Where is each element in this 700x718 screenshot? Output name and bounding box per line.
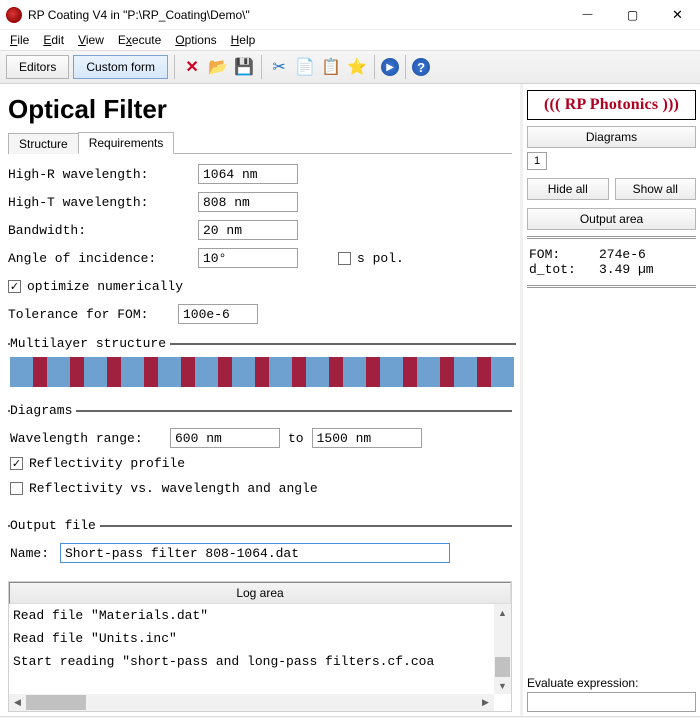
- optimize-checkbox[interactable]: ✓: [8, 280, 21, 293]
- fom-key: FOM:: [529, 247, 599, 262]
- dtot-key: d_tot:: [529, 262, 599, 277]
- menu-file[interactable]: File: [4, 31, 35, 49]
- custom-form-button[interactable]: Custom form: [73, 55, 168, 79]
- menu-execute[interactable]: Execute: [112, 31, 167, 49]
- output-area: FOM:274e-6 d_tot:3.49 µm: [527, 236, 696, 288]
- high-r-input[interactable]: [198, 164, 298, 184]
- range-to-label: to: [288, 431, 304, 446]
- log-scrollbar-v[interactable]: ▲ ▼: [494, 604, 511, 694]
- multilayer-stripes: [10, 357, 514, 387]
- multilayer-legend: Multilayer structure: [10, 336, 170, 351]
- menu-view[interactable]: View: [72, 31, 110, 49]
- high-r-label: High-R wavelength:: [8, 167, 198, 182]
- help-icon[interactable]: ?: [412, 58, 430, 76]
- favorite-icon[interactable]: ⭐: [346, 56, 368, 78]
- tab-structure[interactable]: Structure: [8, 133, 79, 154]
- open-icon[interactable]: 📂: [207, 56, 229, 78]
- output-name-label: Name:: [10, 546, 60, 561]
- range-from-input[interactable]: [170, 428, 280, 448]
- output-file-group: Output file Name:: [8, 518, 512, 571]
- run-icon[interactable]: ▶: [381, 58, 399, 76]
- cut-icon[interactable]: ✂: [268, 56, 290, 78]
- tab-bar: Structure Requirements: [8, 131, 512, 154]
- diagrams-group: Diagrams Wavelength range: to ✓ Reflecti…: [8, 403, 512, 506]
- aoi-input[interactable]: [198, 248, 298, 268]
- log-line-1: Read file "Materials.dat": [13, 608, 507, 623]
- aoi-label: Angle of incidence:: [8, 251, 198, 266]
- bandwidth-input[interactable]: [198, 220, 298, 240]
- rp-photonics-logo: ((( RP Photonics ))): [527, 90, 696, 120]
- maximize-button[interactable]: ▢: [610, 0, 655, 30]
- scroll-right-icon[interactable]: ▶: [477, 694, 494, 711]
- fom-value: 274e-6: [599, 247, 646, 262]
- page-title: Optical Filter: [8, 94, 512, 125]
- menu-bar: File Edit View Execute Options Help: [0, 30, 700, 50]
- title-bar: RP Coating V4 in "P:\RP_Coating\Demo\" —…: [0, 0, 700, 30]
- show-all-button[interactable]: Show all: [615, 178, 697, 200]
- save-icon[interactable]: 💾: [233, 56, 255, 78]
- scroll-down-icon[interactable]: ▼: [494, 677, 511, 694]
- log-area: Log area Read file "Materials.dat" Read …: [8, 581, 512, 712]
- log-line-3: Start reading "short-pass and long-pass …: [13, 654, 507, 669]
- log-scrollbar-h[interactable]: ◀ ▶: [9, 694, 494, 711]
- tolerance-label: Tolerance for FOM:: [8, 307, 178, 322]
- right-pane: ((( RP Photonics ))) Diagrams 1 Hide all…: [523, 84, 700, 716]
- close-button[interactable]: ✕: [655, 0, 700, 30]
- window-title: RP Coating V4 in "P:\RP_Coating\Demo\": [28, 8, 250, 22]
- left-pane: Optical Filter Structure Requirements Hi…: [0, 84, 520, 716]
- evaluate-section: Evaluate expression:: [527, 676, 696, 712]
- scroll-left-icon[interactable]: ◀: [9, 694, 26, 711]
- scroll-thumb-v[interactable]: [495, 657, 510, 677]
- bandwidth-label: Bandwidth:: [8, 223, 198, 238]
- minimize-button[interactable]: —: [565, 0, 610, 30]
- menu-options[interactable]: Options: [169, 31, 222, 49]
- scroll-thumb-h[interactable]: [26, 695, 86, 710]
- range-to-input[interactable]: [312, 428, 422, 448]
- refl-vs-label: Reflectivity vs. wavelength and angle: [29, 481, 318, 496]
- output-area-button[interactable]: Output area: [527, 208, 696, 230]
- diagram-1-button[interactable]: 1: [527, 152, 547, 170]
- refl-profile-label: Reflectivity profile: [29, 456, 185, 471]
- copy-icon[interactable]: 📄: [294, 56, 316, 78]
- toolbar: Editors Custom form ✕ 📂 💾 ✂ 📄 📋 ⭐ ▶ ?: [0, 50, 700, 84]
- evaluate-label: Evaluate expression:: [527, 676, 696, 690]
- wavelength-range-label: Wavelength range:: [10, 431, 170, 446]
- tolerance-input[interactable]: [178, 304, 258, 324]
- multilayer-group: Multilayer structure: [8, 336, 516, 391]
- diagrams-button[interactable]: Diagrams: [527, 126, 696, 148]
- log-line-2: Read file "Units.inc": [13, 631, 507, 646]
- hide-all-button[interactable]: Hide all: [527, 178, 609, 200]
- paste-icon[interactable]: 📋: [320, 56, 342, 78]
- dtot-value: 3.49 µm: [599, 262, 654, 277]
- scroll-up-icon[interactable]: ▲: [494, 604, 511, 621]
- high-t-label: High-T wavelength:: [8, 195, 198, 210]
- tab-requirements[interactable]: Requirements: [78, 132, 175, 154]
- optimize-label: optimize numerically: [27, 279, 183, 294]
- refl-profile-checkbox[interactable]: ✓: [10, 457, 23, 470]
- app-icon: [6, 7, 22, 23]
- diagrams-legend: Diagrams: [10, 403, 76, 418]
- evaluate-input[interactable]: [527, 692, 696, 712]
- high-t-input[interactable]: [198, 192, 298, 212]
- spol-label: s pol.: [357, 251, 404, 266]
- delete-icon[interactable]: ✕: [181, 56, 203, 78]
- refl-vs-checkbox[interactable]: [10, 482, 23, 495]
- editors-button[interactable]: Editors: [6, 55, 69, 79]
- log-header: Log area: [9, 582, 511, 604]
- spol-checkbox[interactable]: [338, 252, 351, 265]
- output-file-legend: Output file: [10, 518, 100, 533]
- menu-edit[interactable]: Edit: [37, 31, 70, 49]
- output-name-input[interactable]: [60, 543, 450, 563]
- menu-help[interactable]: Help: [225, 31, 262, 49]
